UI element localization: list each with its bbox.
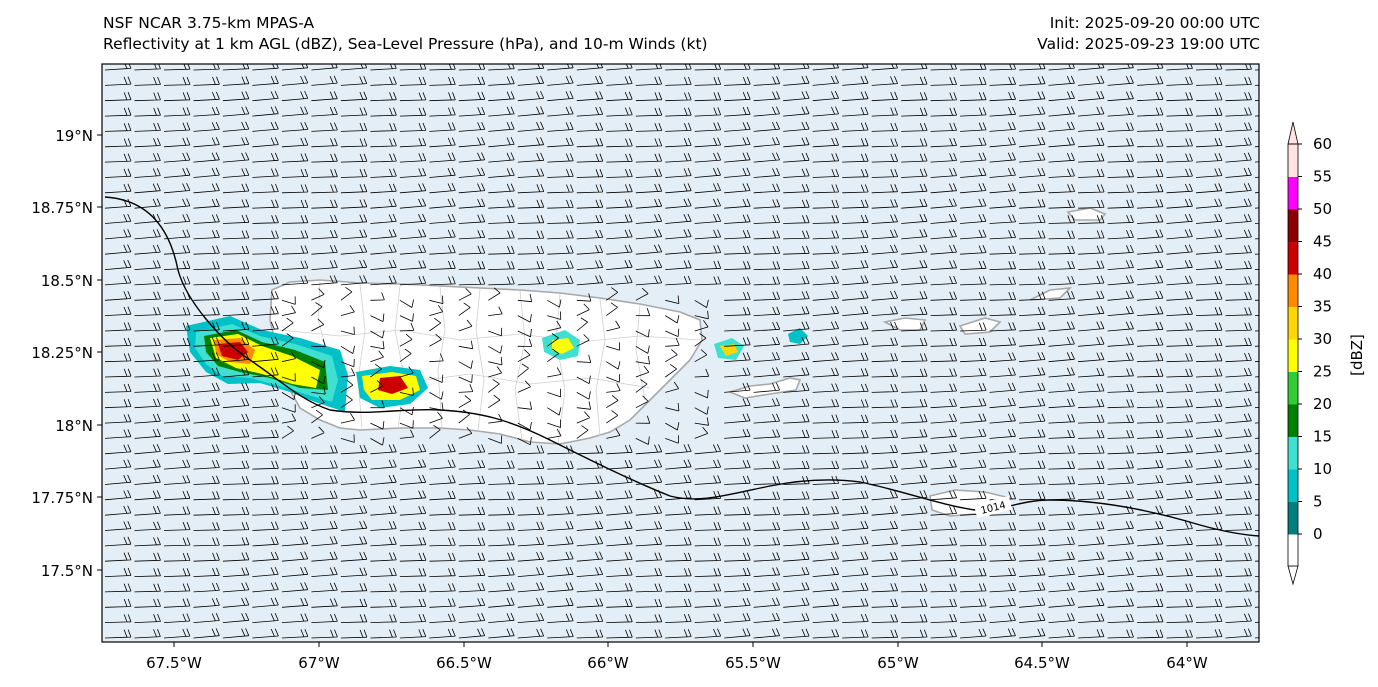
colorbar-segment — [1288, 209, 1298, 242]
colorbar-segment — [1288, 371, 1298, 405]
colorbar-segment — [1288, 501, 1298, 535]
lat-tick-label: 18.75°N — [31, 199, 93, 217]
colorbar-tick-label: 30 — [1313, 330, 1332, 348]
colorbar-tick-label: 5 — [1313, 493, 1323, 511]
title-right: Init: 2025-09-20 00:00 UTC Valid: 2025-0… — [1037, 13, 1260, 55]
colorbar-ticks: 0 5 10 15 20 25 30 35 40 45 50 55 60 — [1298, 135, 1332, 543]
lon-axis: 67.5°W 67°W 66.5°W 66°W 65.5°W 65°W 64.5… — [146, 642, 1208, 672]
wind-barbs-layer — [104, 64, 1259, 639]
colorbar-tick-label: 10 — [1313, 460, 1332, 478]
colorbar-tick-label: 15 — [1313, 428, 1332, 446]
colorbar-segment — [1288, 241, 1298, 275]
colorbar-label: [dBZ] — [1348, 334, 1366, 376]
lat-axis: 19°N 18.75°N 18.5°N 18.25°N 18°N 17.75°N… — [31, 127, 102, 580]
lon-tick-label: 64.5°W — [1014, 654, 1070, 672]
colorbar-tick-label: 0 — [1313, 525, 1323, 543]
colorbar-frame — [1287, 143, 1299, 567]
colorbar-tick-label: 25 — [1313, 363, 1332, 381]
lat-tick-label: 18.5°N — [41, 272, 93, 290]
colorbar-segment — [1288, 144, 1298, 177]
colorbar-segment — [1288, 404, 1298, 437]
colorbar-below-zero — [1288, 534, 1298, 566]
colorbar-segment — [1288, 436, 1298, 470]
lon-tick-label: 67.5°W — [146, 654, 202, 672]
colorbar-segment — [1288, 469, 1298, 502]
lon-tick-label: 65°W — [877, 654, 919, 672]
colorbar-segment — [1288, 339, 1298, 372]
valid-time: Valid: 2025-09-23 19:00 UTC — [1037, 35, 1260, 53]
lon-tick-label: 67°W — [298, 654, 340, 672]
init-time: Init: 2025-09-20 00:00 UTC — [1049, 14, 1260, 32]
colorbar-segment — [1288, 274, 1298, 307]
reflectivity-layer — [186, 316, 808, 412]
virgin-islands-land — [958, 317, 1002, 335]
lon-tick-label: 65.5°W — [725, 654, 781, 672]
anegada-land — [1066, 207, 1107, 221]
colorbar: 0 5 10 15 20 25 30 35 40 45 50 55 60 [dBZ] — [1287, 121, 1366, 586]
colorbar-tick-label: 20 — [1313, 395, 1332, 413]
colorbar-tick-label: 55 — [1313, 168, 1332, 186]
isobar-label-bg — [973, 495, 1013, 519]
model-title: NSF NCAR 3.75-km MPAS-A — [103, 14, 315, 32]
colorbar-max-extension — [1287, 121, 1299, 145]
lon-tick-label: 66°W — [587, 654, 629, 672]
colorbar-tick-label: 45 — [1313, 233, 1332, 251]
lat-tick-label: 19°N — [55, 127, 93, 145]
colorbar-segments — [1288, 144, 1298, 535]
lon-tick-label: 64°W — [1166, 654, 1208, 672]
wind-barbs — [104, 64, 1259, 639]
lat-tick-label: 17.5°N — [41, 562, 93, 580]
colorbar-tick-label: 35 — [1313, 298, 1332, 316]
title-left: NSF NCAR 3.75-km MPAS-A Reflectivity at … — [103, 13, 708, 55]
map-frame — [101, 63, 1260, 643]
lat-tick-label: 18°N — [55, 417, 93, 435]
lon-tick-label: 66.5°W — [436, 654, 492, 672]
lat-tick-label: 17.75°N — [31, 489, 93, 507]
isobar-1014 — [104, 196, 1259, 537]
lat-tick-label: 18.25°N — [31, 344, 93, 362]
map-layers: 1014 — [104, 64, 1259, 639]
vieques-land — [727, 377, 802, 399]
colorbar-segment — [1288, 176, 1298, 210]
field-description: Reflectivity at 1 km AGL (dBZ), Sea-Leve… — [103, 35, 708, 53]
colorbar-tick-label: 50 — [1313, 200, 1332, 218]
colorbar-segment — [1288, 306, 1298, 340]
colorbar-tick-label: 60 — [1313, 135, 1332, 153]
colorbar-tick-label: 40 — [1313, 265, 1332, 283]
colorbar-min-extension — [1287, 565, 1299, 586]
